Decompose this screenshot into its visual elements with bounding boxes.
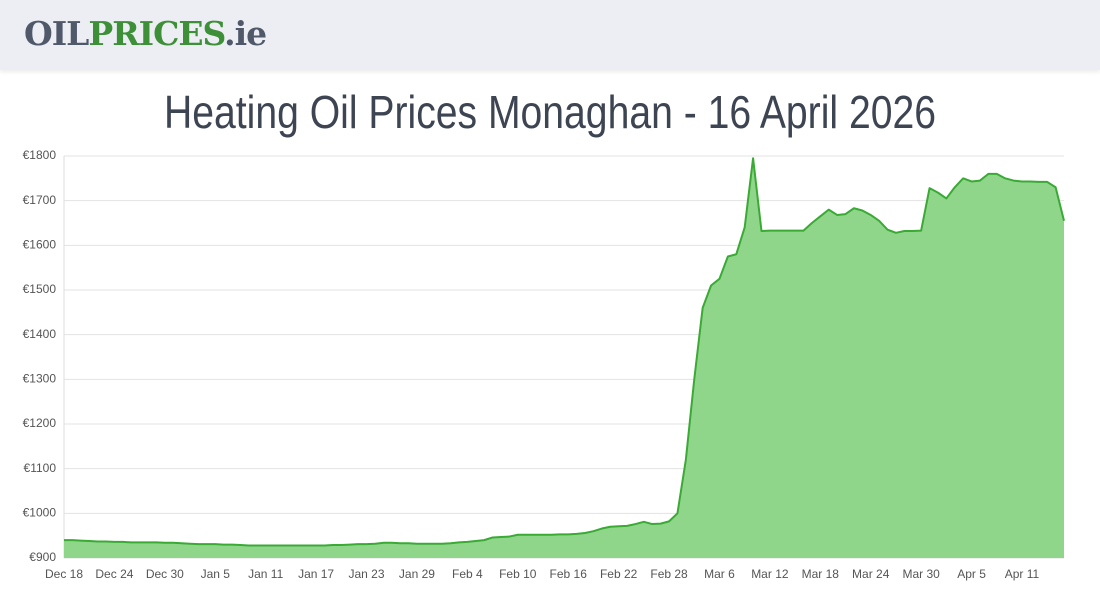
y-tick-label: €1200 — [23, 416, 57, 430]
x-tick-label: Jan 5 — [201, 567, 231, 581]
x-tick-label: Mar 18 — [802, 567, 840, 581]
y-tick-label: €900 — [29, 550, 56, 564]
logo-part: PRICES — [88, 14, 225, 53]
x-tick-label: Dec 30 — [146, 567, 184, 581]
y-tick-label: €1400 — [23, 327, 57, 341]
y-tick-label: €1100 — [24, 461, 57, 475]
x-tick-label: Mar 6 — [704, 567, 735, 581]
x-tick-label: Feb 28 — [650, 567, 688, 581]
y-tick-label: €1700 — [23, 193, 57, 207]
y-tick-label: €1600 — [23, 238, 57, 252]
x-tick-label: Mar 24 — [852, 567, 890, 581]
x-tick-label: Feb 16 — [550, 567, 588, 581]
x-tick-label: Apr 11 — [1005, 567, 1040, 581]
x-tick-label: Jan 11 — [248, 567, 283, 581]
x-tick-label: Feb 4 — [452, 567, 483, 581]
header: OILPRICES.ie — [0, 0, 1100, 70]
x-tick-label: Jan 17 — [298, 567, 334, 581]
logo-part: OIL — [24, 14, 89, 53]
x-tick-label: Apr 5 — [957, 567, 986, 581]
y-tick-label: €1500 — [23, 282, 57, 296]
chart-title: Heating Oil Prices Monaghan - 16 April 2… — [164, 86, 936, 138]
x-tick-label: Dec 24 — [95, 567, 133, 581]
price-line — [64, 157, 1065, 547]
y-tick-label: €1300 — [23, 372, 57, 386]
x-tick-label: Feb 22 — [600, 567, 638, 581]
x-tick-label: Jan 23 — [349, 567, 385, 581]
y-tick-label: €1800 — [23, 148, 57, 162]
x-tick-label: Mar 12 — [751, 567, 789, 581]
logo-part: .ie — [224, 14, 267, 53]
x-tick-label: Feb 10 — [499, 567, 537, 581]
logo[interactable]: OILPRICES.ie — [24, 14, 267, 53]
x-tick-label: Dec 18 — [45, 567, 83, 581]
x-tick-label: Mar 30 — [902, 567, 940, 581]
x-tick-label: Jan 29 — [399, 567, 435, 581]
y-tick-label: €1000 — [23, 506, 57, 520]
area-fill — [64, 158, 1064, 559]
